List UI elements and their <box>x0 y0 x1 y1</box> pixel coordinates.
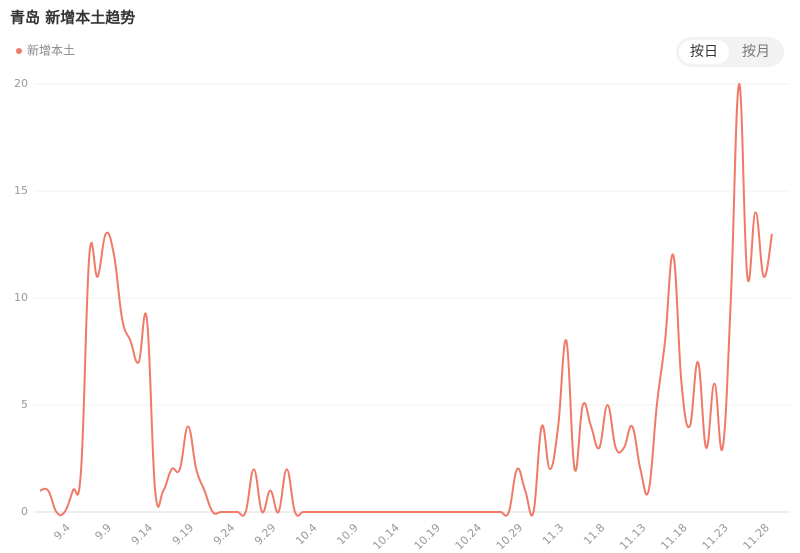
x-tick-label: 10.14 <box>370 521 401 552</box>
y-tick-label: 15 <box>14 184 28 197</box>
x-tick-label: 9.19 <box>170 521 197 548</box>
y-tick-label: 20 <box>14 77 28 90</box>
x-tick-label: 9.9 <box>92 521 114 543</box>
chart-title: 青岛 新增本土趋势 <box>10 9 135 27</box>
x-tick-label: 11.3 <box>540 521 567 548</box>
legend-label: 新增本土 <box>27 43 75 58</box>
toggle-button[interactable]: 按月 <box>742 44 770 60</box>
x-tick-label: 11.18 <box>658 521 689 552</box>
y-tick-label: 0 <box>21 505 28 518</box>
x-tick-label: 10.9 <box>334 521 361 548</box>
y-tick-label: 10 <box>14 291 28 304</box>
x-tick-label: 11.28 <box>741 521 772 552</box>
x-tick-label: 10.29 <box>494 521 525 552</box>
x-tick-label: 9.29 <box>252 521 279 548</box>
line <box>39 82 773 517</box>
x-tick-label: 9.4 <box>51 521 73 543</box>
legend-marker <box>16 48 22 54</box>
toggle-active[interactable] <box>679 40 729 64</box>
x-tick-label: 10.24 <box>453 521 484 552</box>
x-tick-label: 10.19 <box>412 521 443 552</box>
x-tick-label: 11.23 <box>699 521 730 552</box>
toggle-button[interactable]: 按日 <box>690 44 718 60</box>
x-tick-label: 11.8 <box>581 521 608 548</box>
x-tick-label: 11.13 <box>617 521 648 552</box>
y-tick-label: 5 <box>21 398 28 411</box>
x-tick-label: 10.4 <box>293 521 320 548</box>
x-tick-label: 9.14 <box>129 521 156 548</box>
x-tick-label: 9.24 <box>211 521 238 548</box>
